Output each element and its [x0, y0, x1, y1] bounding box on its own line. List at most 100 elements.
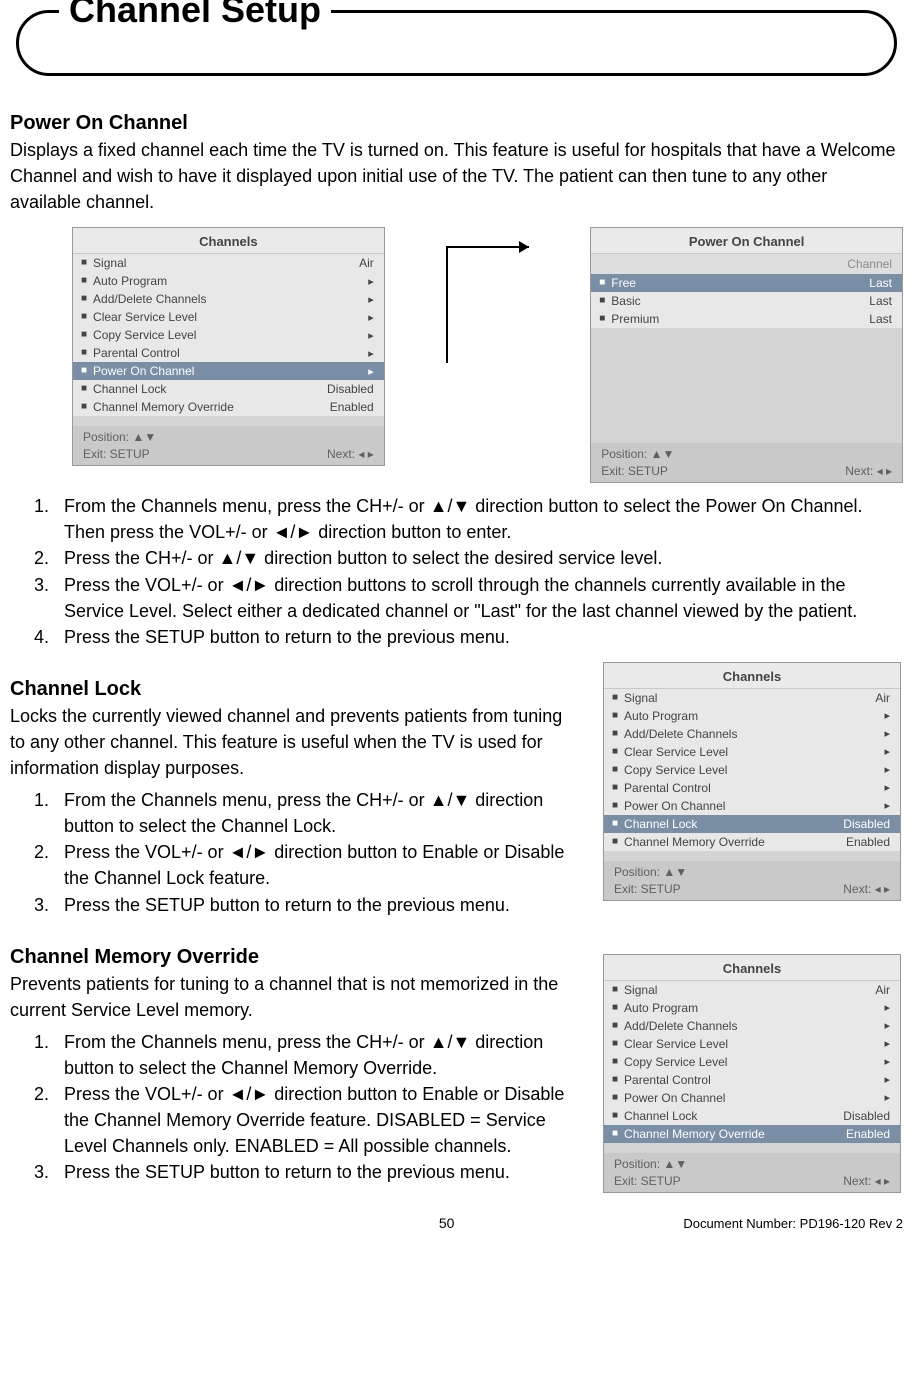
- bullet-icon: ■: [612, 801, 618, 811]
- menu-item: ■Power On Channel▸: [73, 362, 384, 380]
- bullet-icon: ■: [81, 402, 87, 412]
- menu-footer: Position: ▲▼Exit: SETUPNext: ◂ ▸: [604, 861, 900, 900]
- menu-item-label: Premium: [611, 312, 659, 326]
- menu-item-label: Channel Memory Override: [93, 400, 234, 414]
- menu-separator: [604, 851, 900, 861]
- menu-item-value: ▸: [884, 781, 890, 794]
- menu-footer: Position: ▲▼Exit: SETUPNext: ◂ ▸: [591, 443, 902, 482]
- menu-item: ■ Channel Lock Disabled: [604, 1107, 900, 1125]
- bullet-icon: ■: [612, 1111, 618, 1121]
- bullet-icon: ■: [612, 711, 618, 721]
- menu-item-value: ▸: [884, 709, 890, 722]
- bullet-icon: ■: [612, 1075, 618, 1085]
- bullet-icon: ■: [81, 348, 87, 358]
- menu-item-value: Disabled: [843, 817, 890, 831]
- bullet-icon: ■: [612, 819, 618, 829]
- step-item: Press the VOL+/- or ◄/► direction button…: [54, 572, 903, 624]
- section-lock-intro: Locks the currently viewed channel and p…: [10, 703, 575, 781]
- menu-item-label: Channel Lock: [93, 382, 166, 396]
- step-item: Press the SETUP button to return to the …: [54, 892, 575, 918]
- section-power-on-title: Power On Channel: [10, 112, 903, 135]
- menu-item: ■Power On Channel▸: [604, 1089, 900, 1107]
- bullet-icon: ■: [81, 384, 87, 394]
- page-footer: 50 Document Number: PD196-120 Rev 2: [10, 1215, 903, 1231]
- menu-separator: [73, 416, 384, 426]
- menu-item: ■Add/Delete Channels▸: [604, 725, 900, 743]
- menu-item-label: Clear Service Level: [624, 1037, 728, 1051]
- menu-item-value: Air: [875, 983, 890, 997]
- menu-item: ■Clear Service Level▸: [73, 308, 384, 326]
- menu-footer: Position: ▲▼Exit: SETUPNext: ◂ ▸: [604, 1153, 900, 1192]
- menu-item-label: Add/Delete Channels: [93, 292, 206, 306]
- bullet-icon: ■: [612, 1093, 618, 1103]
- bullet-icon: ■: [612, 837, 618, 847]
- menu-item-value: ▸: [884, 1073, 890, 1086]
- menu-item-value: Air: [359, 256, 374, 270]
- menu-item: ■Channel Memory OverrideEnabled: [604, 1125, 900, 1143]
- menu-item: ■Power On Channel▸: [604, 797, 900, 815]
- menu-item-label: Basic: [611, 294, 640, 308]
- menu-item-value: ▸: [884, 1091, 890, 1104]
- menu-row-power-on: Channels■SignalAir■Auto Program▸■Add/Del…: [72, 227, 903, 483]
- menu-item-label: Clear Service Level: [624, 745, 728, 759]
- menu-item-label: Signal: [93, 256, 126, 270]
- section-override-title: Channel Memory Override: [10, 946, 575, 969]
- bullet-icon: ■: [612, 1021, 618, 1031]
- menu-item-value: Disabled: [843, 1109, 890, 1123]
- menu-item: ■Auto Program▸: [73, 272, 384, 290]
- menu-item: ■Parental Control▸: [604, 1071, 900, 1089]
- menu-item-label: Parental Control: [93, 346, 180, 360]
- menu-channels: Channels■SignalAir■Auto Program▸■Add/Del…: [72, 227, 385, 466]
- menu-item: ■PremiumLast: [591, 310, 902, 328]
- menu-title: Power On Channel: [591, 228, 902, 254]
- arrow-connector: [455, 363, 521, 364]
- menu-item-label: Add/Delete Channels: [624, 1019, 737, 1033]
- menu-item-label: Signal: [624, 983, 657, 997]
- menu-item-value: ▸: [368, 311, 374, 324]
- menu-item-value: ▸: [884, 1001, 890, 1014]
- menu-subhead: Channel: [591, 254, 902, 274]
- menu-item: ■Add/Delete Channels▸: [73, 290, 384, 308]
- menu-item-value: ▸: [368, 347, 374, 360]
- page-title-box: Channel Setup: [16, 10, 897, 76]
- menu-item-value: Last: [869, 294, 892, 308]
- step-item: From the Channels menu, press the CH+/- …: [54, 787, 575, 839]
- step-item: Press the SETUP button to return to the …: [54, 624, 903, 650]
- step-item: Press the SETUP button to return to the …: [54, 1159, 575, 1185]
- menu-power-on-channel: Power On ChannelChannel■FreeLast■BasicLa…: [590, 227, 903, 483]
- menu-item-label: Auto Program: [624, 709, 698, 723]
- menu-footer-exit: Exit: SETUP: [614, 882, 681, 896]
- menu-item: ■Copy Service Level▸: [604, 1053, 900, 1071]
- menu-item-label: Channel Lock: [624, 1109, 697, 1123]
- step-item: Press the VOL+/- or ◄/► direction button…: [54, 839, 575, 891]
- bullet-icon: ■: [612, 765, 618, 775]
- menu-item-value: ▸: [368, 329, 374, 342]
- bullet-icon: ■: [81, 258, 87, 268]
- menu-footer-exit: Exit: SETUP: [83, 447, 150, 461]
- menu-item-label: Add/Delete Channels: [624, 727, 737, 741]
- menu-separator: [604, 1143, 900, 1153]
- menu-item-value: ▸: [884, 763, 890, 776]
- menu-item-value: Last: [869, 276, 892, 290]
- menu-item: ■ Add/Delete Channels ▸: [604, 1017, 900, 1035]
- step-item: Press the VOL+/- or ◄/► direction button…: [54, 1081, 575, 1159]
- section-lock-title: Channel Lock: [10, 678, 575, 701]
- bullet-icon: ■: [612, 747, 618, 757]
- menu-item-value: Enabled: [846, 835, 890, 849]
- menu-item: ■Copy Service Level▸: [604, 761, 900, 779]
- menu-footer-position: Position: ▲▼: [83, 430, 156, 444]
- steps-override: From the Channels menu, press the CH+/- …: [10, 1029, 575, 1186]
- menu-item: ■BasicLast: [591, 292, 902, 310]
- menu-item-label: Signal: [624, 691, 657, 705]
- menu-item: ■Channel LockDisabled: [604, 815, 900, 833]
- document-number: Document Number: PD196-120 Rev 2: [683, 1216, 903, 1231]
- menu-item-value: ▸: [884, 745, 890, 758]
- menu-title: Channels: [604, 955, 900, 981]
- menu-item-value: ▸: [884, 1019, 890, 1032]
- bullet-icon: ■: [81, 366, 87, 376]
- menu-item: ■ Signal Air: [73, 254, 384, 272]
- menu-footer-position: Position: ▲▼: [614, 865, 687, 879]
- menu-item-value: ▸: [884, 799, 890, 812]
- bullet-icon: ■: [612, 729, 618, 739]
- menu-title: Channels: [73, 228, 384, 254]
